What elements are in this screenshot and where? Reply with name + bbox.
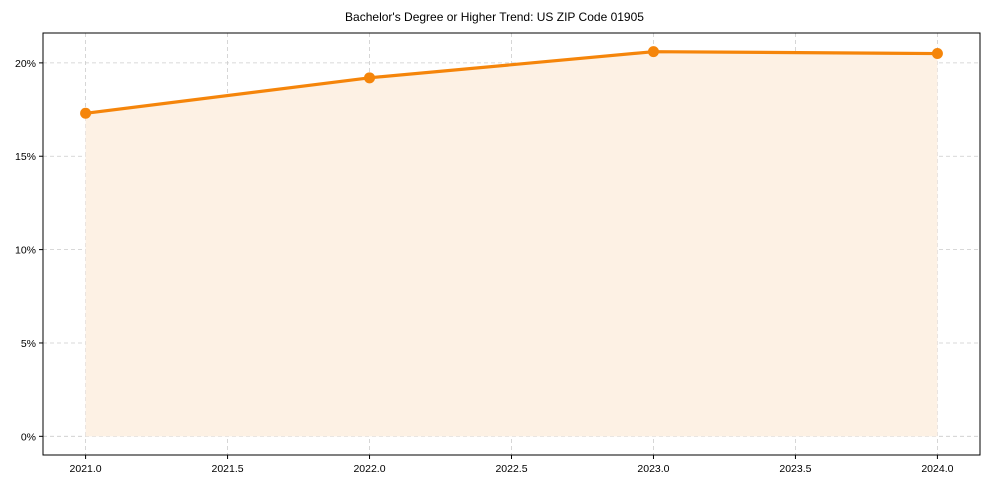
data-markers bbox=[80, 46, 943, 119]
y-tick-label: 20% bbox=[15, 58, 36, 70]
y-axis: 0% 5% 10% 15% 20% bbox=[15, 58, 43, 443]
x-axis: 2021.0 2021.5 2022.0 2022.5 2023.0 2023.5 2024… bbox=[70, 455, 954, 475]
data-point bbox=[364, 72, 376, 84]
y-tick-label: 5% bbox=[21, 338, 36, 350]
x-tick-label: 2022.5 bbox=[495, 463, 527, 475]
x-tick-label: 2021.0 bbox=[70, 463, 102, 475]
x-tick-label: 2024.0 bbox=[921, 463, 953, 475]
y-tick-label: 0% bbox=[21, 431, 36, 443]
x-tick-label: 2023.5 bbox=[779, 463, 811, 475]
x-tick-label: 2021.5 bbox=[211, 463, 243, 475]
y-tick-label: 15% bbox=[15, 151, 36, 163]
data-point bbox=[931, 48, 943, 60]
x-tick-label: 2023.0 bbox=[637, 463, 669, 475]
data-line bbox=[83, 50, 940, 115]
y-tick-label: 10% bbox=[15, 245, 36, 257]
data-point bbox=[80, 107, 92, 119]
area-fill bbox=[85, 51, 938, 437]
data-point bbox=[647, 46, 659, 58]
chart-title: Bachelor's Degree or Higher Trend: US ZI… bbox=[345, 10, 644, 24]
x-tick-label: 2022.0 bbox=[353, 463, 385, 475]
